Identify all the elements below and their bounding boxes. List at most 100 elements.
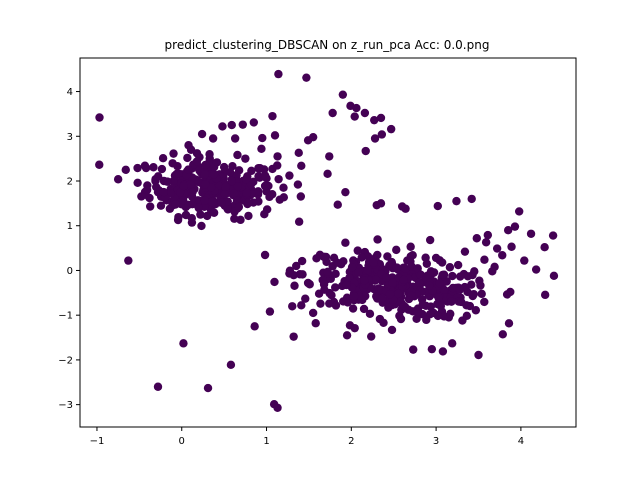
y-tick-label: 1 bbox=[67, 221, 73, 232]
data-point bbox=[384, 303, 393, 312]
data-point bbox=[480, 297, 489, 307]
data-point bbox=[200, 180, 210, 189]
data-point bbox=[365, 309, 375, 319]
data-point bbox=[244, 211, 253, 221]
data-point bbox=[471, 306, 481, 315]
data-point bbox=[186, 145, 196, 154]
data-point bbox=[159, 187, 168, 197]
data-point bbox=[140, 161, 150, 170]
data-point bbox=[376, 113, 386, 123]
data-point bbox=[498, 251, 507, 260]
data-point bbox=[203, 383, 213, 393]
data-point bbox=[179, 181, 188, 191]
data-point bbox=[169, 149, 178, 158]
data-point bbox=[149, 163, 158, 172]
data-point bbox=[209, 208, 219, 217]
data-point bbox=[396, 314, 406, 324]
data-point bbox=[386, 124, 396, 134]
data-point bbox=[347, 263, 357, 272]
x-tick-label: 1 bbox=[263, 436, 269, 447]
data-point bbox=[242, 175, 251, 184]
data-point bbox=[422, 315, 431, 325]
data-point bbox=[95, 113, 104, 122]
data-point bbox=[383, 252, 392, 261]
data-point bbox=[453, 260, 463, 270]
data-point bbox=[363, 265, 372, 275]
data-point bbox=[375, 314, 385, 324]
data-point bbox=[238, 120, 247, 129]
data-point bbox=[413, 264, 422, 273]
data-point bbox=[230, 189, 239, 198]
data-point bbox=[407, 291, 416, 300]
data-point bbox=[320, 285, 329, 294]
data-point bbox=[504, 319, 514, 328]
data-point bbox=[436, 301, 446, 311]
data-point bbox=[392, 263, 402, 272]
data-point bbox=[316, 299, 325, 308]
data-point bbox=[488, 267, 497, 276]
data-point bbox=[133, 178, 142, 187]
data-point bbox=[342, 331, 352, 340]
data-point bbox=[254, 172, 263, 181]
data-point bbox=[462, 311, 472, 321]
data-point bbox=[290, 281, 299, 290]
data-point bbox=[445, 263, 455, 272]
data-point bbox=[200, 170, 209, 179]
data-point bbox=[323, 169, 332, 179]
data-point bbox=[221, 182, 230, 192]
data-point bbox=[274, 174, 283, 184]
data-point bbox=[492, 244, 502, 253]
data-point bbox=[268, 111, 277, 121]
data-point bbox=[418, 300, 427, 309]
data-point bbox=[434, 293, 443, 302]
data-point bbox=[331, 283, 340, 292]
data-point bbox=[438, 347, 448, 356]
data-point bbox=[327, 291, 336, 300]
data-point bbox=[208, 134, 218, 143]
x-tick-label: 4 bbox=[518, 436, 524, 447]
data-point bbox=[273, 161, 282, 170]
data-point bbox=[179, 339, 188, 348]
data-point bbox=[331, 269, 340, 279]
data-point bbox=[197, 221, 206, 231]
data-point bbox=[158, 153, 168, 163]
data-point bbox=[502, 290, 512, 299]
data-point bbox=[498, 330, 507, 339]
data-point bbox=[463, 272, 473, 281]
data-point bbox=[188, 187, 197, 197]
plot-frame bbox=[79, 57, 577, 428]
x-tick-label: −1 bbox=[90, 436, 105, 447]
data-point bbox=[460, 247, 470, 256]
data-point bbox=[433, 201, 442, 211]
data-point bbox=[526, 229, 536, 238]
data-point bbox=[361, 146, 370, 156]
x-tick-label: 3 bbox=[433, 436, 439, 447]
data-point bbox=[279, 193, 289, 202]
data-point bbox=[341, 187, 350, 197]
data-point bbox=[301, 294, 310, 303]
data-point bbox=[387, 325, 397, 335]
data-point bbox=[124, 256, 133, 265]
data-point bbox=[157, 164, 167, 174]
data-point bbox=[151, 175, 160, 184]
data-point bbox=[452, 196, 461, 206]
data-point bbox=[467, 194, 476, 204]
data-point bbox=[409, 345, 418, 354]
data-point bbox=[312, 254, 321, 263]
data-point bbox=[435, 278, 444, 288]
data-point bbox=[294, 217, 304, 226]
data-point bbox=[289, 332, 298, 341]
data-point bbox=[370, 134, 380, 143]
data-point bbox=[233, 182, 242, 191]
data-point bbox=[382, 273, 391, 283]
data-point bbox=[414, 278, 424, 287]
data-point bbox=[333, 200, 342, 209]
data-point bbox=[153, 382, 163, 391]
data-point bbox=[292, 261, 301, 271]
data-point bbox=[369, 258, 378, 267]
data-point bbox=[480, 255, 489, 264]
data-point bbox=[319, 252, 329, 262]
data-point bbox=[481, 238, 491, 247]
data-point bbox=[349, 292, 359, 301]
data-point bbox=[270, 131, 280, 140]
